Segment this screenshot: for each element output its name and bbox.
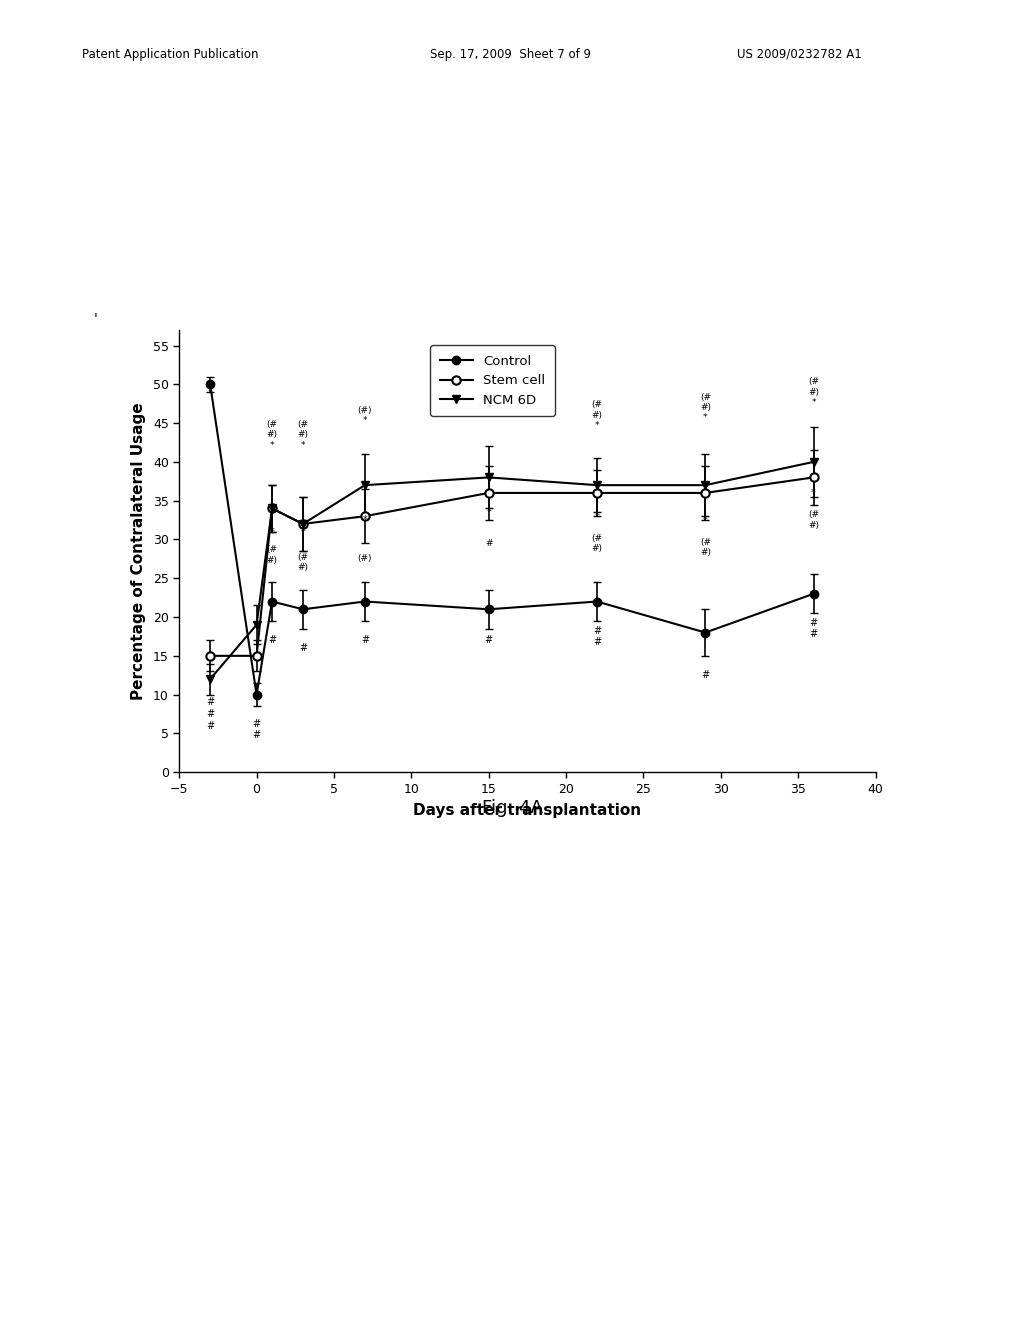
Text: #
#
#: # # #: [206, 697, 214, 730]
Control: [808, 586, 820, 602]
Stem cell: [699, 484, 712, 500]
Text: *: *: [362, 515, 368, 525]
NCM 6D: [204, 671, 216, 686]
NCM 6D: [297, 516, 309, 532]
Text: (#
#)
*: (# #) *: [699, 392, 711, 422]
Text: *: *: [486, 507, 492, 517]
Text: ': ': [94, 312, 97, 326]
Text: (#
#): (# #): [592, 533, 602, 553]
Text: #
#: # #: [253, 718, 261, 741]
Text: *: *: [811, 488, 816, 498]
Text: *: *: [702, 515, 708, 525]
Text: (#)
*: (#) *: [357, 405, 372, 425]
Control: [251, 686, 263, 702]
Text: US 2009/0232782 A1: US 2009/0232782 A1: [737, 48, 862, 61]
Text: Patent Application Publication: Patent Application Publication: [82, 48, 258, 61]
Text: (#
#): (# #): [808, 511, 819, 529]
Text: #
#: # #: [810, 618, 818, 639]
Text: #: #: [360, 635, 369, 645]
Text: #: #: [299, 643, 307, 653]
Text: #: #: [485, 539, 493, 548]
Stem cell: [591, 484, 603, 500]
Line: Control: Control: [206, 380, 818, 698]
Stem cell: [266, 500, 279, 516]
Text: (#
#): (# #): [298, 553, 308, 573]
Stem cell: [808, 470, 820, 486]
Line: Stem cell: Stem cell: [206, 474, 818, 660]
Control: [482, 602, 495, 618]
NCM 6D: [591, 478, 603, 494]
NCM 6D: [251, 616, 263, 632]
Text: Sep. 17, 2009  Sheet 7 of 9: Sep. 17, 2009 Sheet 7 of 9: [430, 48, 591, 61]
Text: #: #: [268, 635, 276, 645]
Text: (#
#): (# #): [699, 537, 711, 557]
Text: #
#: # #: [593, 626, 601, 647]
NCM 6D: [482, 470, 495, 486]
Stem cell: [251, 648, 263, 664]
Control: [266, 594, 279, 610]
Text: *: *: [301, 527, 305, 537]
X-axis label: Days after transplantation: Days after transplantation: [414, 803, 641, 817]
Text: *: *: [269, 527, 274, 537]
Text: Fig. 4A: Fig. 4A: [481, 799, 543, 817]
Text: (#
#)
*: (# #) *: [808, 378, 819, 407]
Text: (#
#)
*: (# #) *: [298, 420, 308, 450]
Text: (#
#)
*: (# #) *: [592, 400, 602, 430]
Text: (#
#)
*: (# #) *: [266, 420, 278, 450]
NCM 6D: [266, 500, 279, 516]
Stem cell: [297, 516, 309, 532]
Legend: Control, Stem cell, NCM 6D: Control, Stem cell, NCM 6D: [430, 346, 555, 416]
NCM 6D: [699, 478, 712, 494]
Stem cell: [358, 508, 371, 524]
Text: (#
#): (# #): [266, 545, 278, 565]
Stem cell: [482, 484, 495, 500]
NCM 6D: [358, 478, 371, 494]
Text: *: *: [595, 511, 599, 521]
Stem cell: [204, 648, 216, 664]
Text: (#)
*: (#) *: [481, 393, 496, 413]
Y-axis label: Percentage of Contralateral Usage: Percentage of Contralateral Usage: [131, 403, 145, 700]
Control: [204, 376, 216, 392]
Text: #: #: [484, 635, 493, 645]
Control: [297, 602, 309, 618]
Text: (#): (#): [357, 554, 372, 564]
Control: [591, 594, 603, 610]
Text: #: #: [701, 671, 710, 680]
NCM 6D: [808, 454, 820, 470]
Control: [699, 624, 712, 640]
Control: [358, 594, 371, 610]
Line: NCM 6D: NCM 6D: [206, 458, 818, 684]
